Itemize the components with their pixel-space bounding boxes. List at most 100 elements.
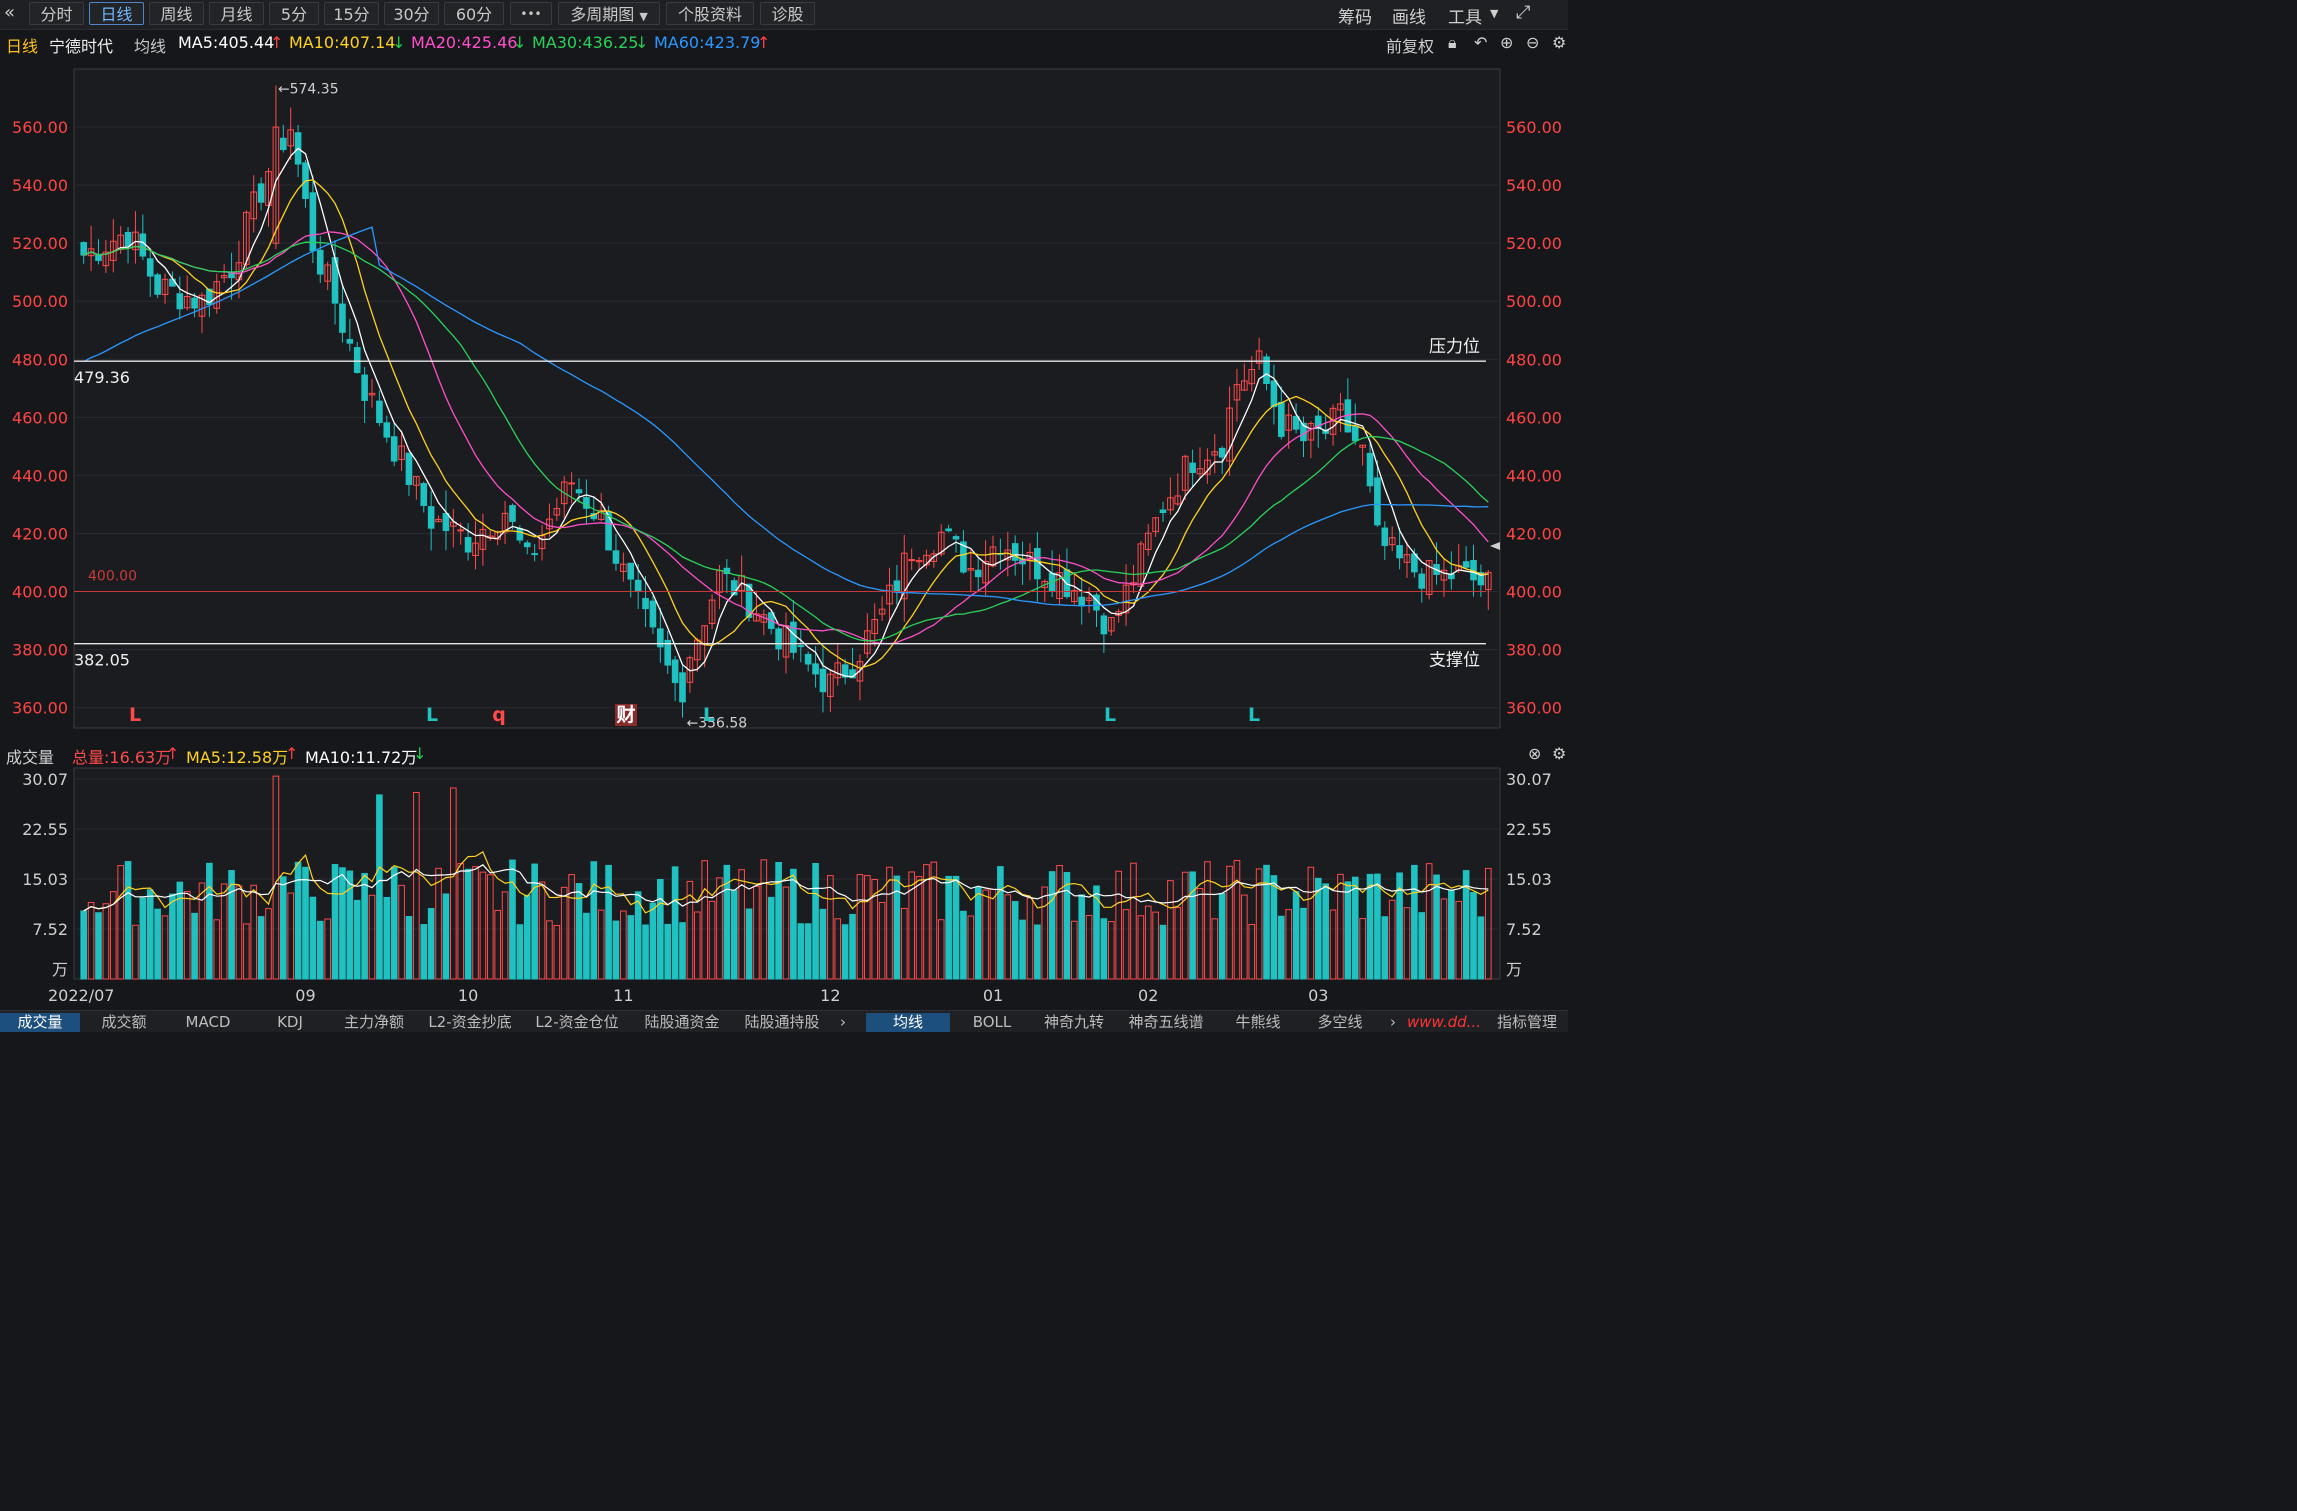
fullscreen-icon[interactable]: ⤢ [1516,2,1531,23]
volume-bar[interactable] [1418,912,1426,980]
close-icon[interactable]: ⊗ [1528,744,1542,763]
candle-body[interactable] [812,663,819,675]
ma-label[interactable]: 均线 [134,37,167,56]
undo-icon[interactable]: ↶ [1474,33,1488,52]
volume-bar[interactable] [316,920,324,980]
candle-body[interactable] [1388,537,1396,546]
candle-body[interactable] [923,554,930,566]
volume-bar[interactable] [1189,871,1196,980]
volume-bar[interactable] [191,912,198,980]
volume-bar[interactable] [804,923,812,980]
chevron-right-icon[interactable]: › [840,1013,846,1031]
candle-body[interactable] [989,546,997,567]
candle-body[interactable] [427,506,435,529]
candle-body[interactable] [279,137,287,151]
volume-bar[interactable] [1093,885,1100,980]
volume-bar[interactable] [1440,898,1448,980]
volume-bar[interactable] [1085,914,1093,980]
candle-body[interactable] [1381,527,1389,546]
volume-bar[interactable] [945,875,952,980]
candle-body[interactable] [191,297,198,309]
volume-bar[interactable] [553,924,561,980]
volume-bar[interactable] [1462,870,1470,980]
candle-body[interactable] [523,542,531,548]
chevron-down-icon[interactable]: ▼ [1490,7,1499,20]
candle-body[interactable] [346,339,354,344]
volume-bar[interactable] [435,867,442,980]
volume-bar[interactable] [302,866,309,980]
volume-bar[interactable] [176,881,184,980]
period-daily[interactable]: 日线 [89,2,144,25]
volume-bar[interactable] [309,896,317,980]
volume-bar[interactable] [819,908,827,980]
volume-bar[interactable] [657,878,664,980]
volume-bar[interactable] [716,877,723,980]
volume-bar[interactable] [331,864,339,980]
volume-bar[interactable] [132,924,139,980]
volume-bar[interactable] [1167,880,1174,980]
volume-bar[interactable] [450,787,457,980]
candle-body[interactable] [457,529,465,532]
volume-bar[interactable] [620,910,627,980]
volume-bar[interactable] [1034,924,1041,980]
candle-body[interactable] [967,568,975,571]
candle-body[interactable] [1218,447,1226,458]
candle-body[interactable] [1292,415,1300,430]
volume-bar[interactable] [730,889,738,980]
candle-body[interactable] [1418,573,1426,589]
volume-bar[interactable] [1344,881,1352,980]
volume-bar[interactable] [1403,907,1411,980]
candle-body[interactable] [620,563,627,572]
candle-body[interactable] [649,600,657,628]
candle-body[interactable] [383,422,391,438]
candle-body[interactable] [198,294,206,317]
tab-l2-bottom[interactable]: L2-资金抄底 [428,1013,512,1031]
candle-body[interactable] [960,541,967,573]
more-button[interactable]: ••• [510,2,552,25]
volume-bar[interactable] [1292,891,1300,980]
candle-body[interactable] [1011,543,1019,561]
volume-bar[interactable] [664,923,672,980]
candle-body[interactable] [161,278,169,296]
candle-body[interactable] [1366,452,1374,487]
candle-body[interactable] [220,275,228,279]
volume-bar[interactable] [213,919,221,980]
candle-body[interactable] [1034,547,1041,580]
volume-bar[interactable] [560,886,568,980]
candle-body[interactable] [886,584,893,605]
candle-body[interactable] [745,583,753,618]
tab-l2-position[interactable]: L2-资金仓位 [535,1013,619,1031]
volume-bar[interactable] [997,866,1004,980]
candle-body[interactable] [878,608,886,615]
period-fenshi[interactable]: 分时 [29,2,84,25]
candle-body[interactable] [1484,571,1492,591]
volume-bar[interactable] [1329,909,1337,980]
volume-bar[interactable] [900,907,908,980]
volume-bar[interactable] [952,875,960,980]
volume-bar[interactable] [930,861,938,980]
candle-body[interactable] [450,521,457,527]
volume-bar[interactable] [1241,894,1248,980]
volume-bar[interactable] [974,886,982,980]
volume-bar[interactable] [1307,866,1315,980]
volume-bar[interactable] [701,860,708,980]
volume-bar[interactable] [723,864,731,980]
candle-body[interactable] [102,251,110,267]
volume-bar[interactable] [597,909,605,980]
volume-bar[interactable] [960,910,967,980]
candle-body[interactable] [287,129,295,147]
candle-body[interactable] [841,664,849,678]
candle-body[interactable] [1078,596,1086,607]
candle-body[interactable] [316,249,324,275]
volume-bar[interactable] [893,875,901,980]
volume-bar[interactable] [161,915,169,980]
candle-body[interactable] [154,274,161,295]
volume-bar[interactable] [509,859,516,980]
volume-bar[interactable] [1159,924,1167,980]
volume-bar[interactable] [1019,919,1026,980]
volume-bar[interactable] [679,922,686,980]
candlestick-chart[interactable]: 360.00 360.00 380.00 380.00 400.00 400.00 420.… [0,0,1568,1010]
volume-bar[interactable] [486,874,494,980]
volume-bar[interactable] [95,912,102,980]
candle-body[interactable] [146,258,154,277]
